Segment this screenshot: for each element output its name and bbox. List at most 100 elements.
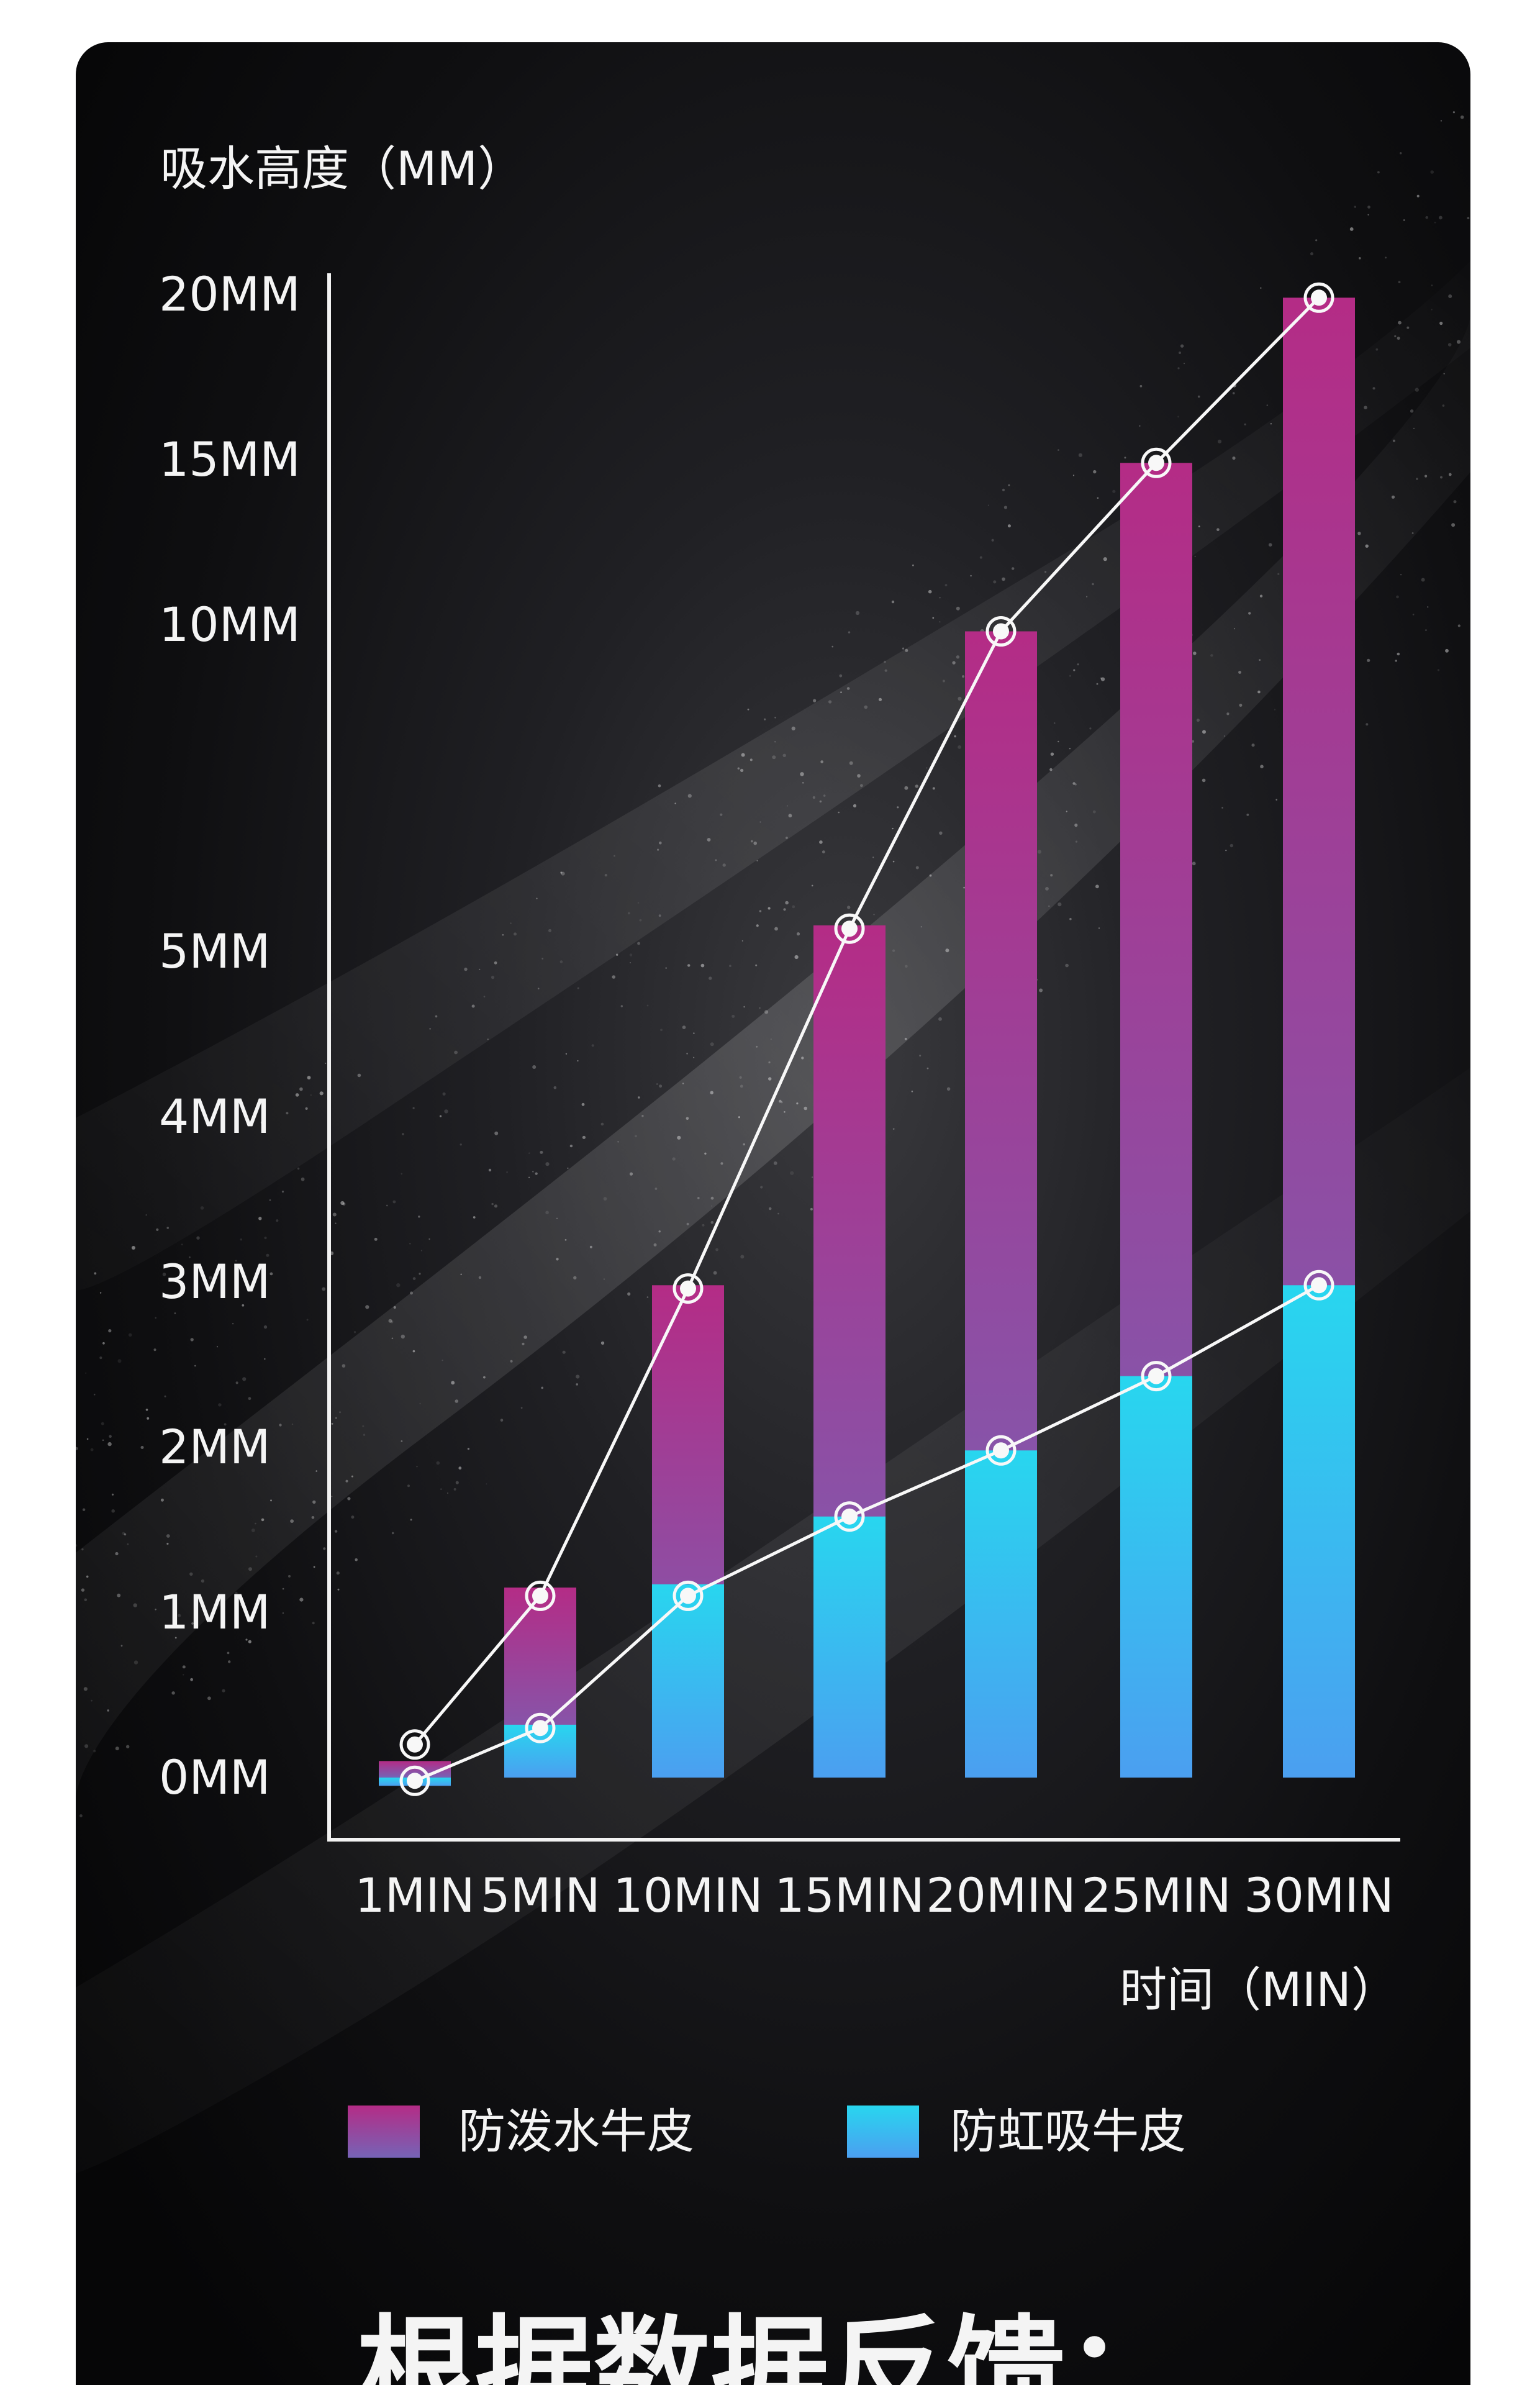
speckle	[83, 1687, 88, 1691]
speckle	[945, 948, 949, 953]
speckle	[178, 1614, 181, 1617]
speckle	[494, 961, 497, 965]
speckle	[1268, 543, 1272, 547]
speckle	[693, 1056, 695, 1058]
speckle	[1069, 917, 1072, 920]
speckle	[1045, 887, 1049, 891]
speckle	[963, 886, 965, 889]
speckle	[109, 1435, 112, 1438]
speckle	[520, 1407, 523, 1409]
speckle	[904, 1037, 907, 1040]
speckle	[353, 1331, 356, 1333]
speckle	[902, 647, 905, 650]
speckle	[1037, 850, 1041, 854]
speckle	[279, 1424, 282, 1427]
speckle	[962, 675, 965, 678]
speckle	[453, 1488, 456, 1491]
speckle	[1257, 690, 1261, 694]
speckle	[319, 1091, 324, 1096]
speckle	[637, 942, 640, 945]
speckle	[1039, 988, 1043, 993]
speckle	[674, 802, 676, 804]
speckle	[201, 1579, 204, 1583]
speckle	[1400, 574, 1402, 576]
marker-series-2	[673, 1580, 704, 1611]
speckle	[299, 1597, 304, 1602]
speckle	[248, 1567, 252, 1571]
speckle	[838, 811, 840, 814]
speckle	[528, 1176, 530, 1178]
speckle	[823, 794, 826, 797]
speckle	[182, 1665, 186, 1669]
speckle	[1096, 683, 1098, 685]
speckle	[545, 1162, 550, 1166]
speckle	[1098, 927, 1100, 929]
speckle	[857, 774, 861, 778]
speckle	[1239, 704, 1243, 707]
speckle	[264, 1237, 267, 1240]
speckle	[892, 860, 895, 863]
bar-series-2	[1120, 1376, 1192, 1778]
speckle	[956, 606, 960, 611]
speckle	[471, 1004, 475, 1008]
speckle	[276, 1219, 279, 1222]
speckle	[1367, 658, 1370, 662]
speckle	[1354, 206, 1356, 208]
speckle	[331, 1422, 333, 1425]
speckle	[1260, 765, 1264, 768]
speckle	[506, 1171, 509, 1173]
marker-series-1	[1303, 282, 1334, 313]
speckle	[884, 660, 886, 663]
speckle	[567, 1167, 569, 1170]
speckle	[307, 1076, 311, 1079]
speckle	[1411, 532, 1414, 534]
speckle	[1397, 652, 1400, 656]
speckle	[791, 726, 795, 730]
speckle	[140, 1446, 144, 1449]
speckle	[1425, 216, 1428, 219]
speckle	[107, 1709, 109, 1712]
speckle	[804, 1106, 807, 1111]
speckle	[1124, 457, 1126, 459]
speckle	[581, 1102, 585, 1106]
speckle	[932, 617, 935, 619]
speckle	[282, 1588, 284, 1590]
bar-series-2	[652, 1584, 724, 1778]
speckle	[479, 968, 481, 970]
y-tick-label: 15MM	[159, 432, 301, 487]
speckle	[528, 1152, 530, 1154]
speckle	[1451, 523, 1456, 527]
x-tick-label: 10MIN	[613, 1868, 763, 1923]
speckle	[391, 1532, 394, 1535]
speckle	[915, 866, 919, 870]
speckle	[240, 1602, 245, 1607]
speckle	[514, 932, 517, 936]
speckle	[310, 1094, 312, 1096]
speckle	[84, 1744, 89, 1748]
speckle	[340, 1201, 345, 1206]
speckle	[956, 655, 960, 659]
speckle	[819, 840, 823, 844]
speckle	[1467, 217, 1470, 219]
speckle	[264, 1358, 266, 1360]
speckle	[91, 1699, 93, 1702]
speckle	[1095, 884, 1099, 889]
speckle	[1260, 287, 1262, 289]
speckle	[295, 1093, 299, 1097]
speckle	[194, 1365, 196, 1367]
speckle	[532, 1171, 534, 1173]
speckle	[1396, 595, 1399, 599]
speckle	[1275, 799, 1277, 801]
speckle	[786, 837, 788, 839]
bars	[379, 298, 1355, 1786]
speckle	[1232, 457, 1236, 460]
speckle	[686, 1052, 688, 1055]
speckle	[1277, 573, 1280, 575]
speckle	[774, 927, 778, 931]
y-tick-label: 20MM	[159, 266, 301, 322]
speckle	[447, 1492, 448, 1494]
speckle	[111, 1509, 115, 1513]
speckle	[811, 884, 813, 887]
speckle	[242, 1377, 247, 1381]
speckle	[892, 827, 894, 830]
